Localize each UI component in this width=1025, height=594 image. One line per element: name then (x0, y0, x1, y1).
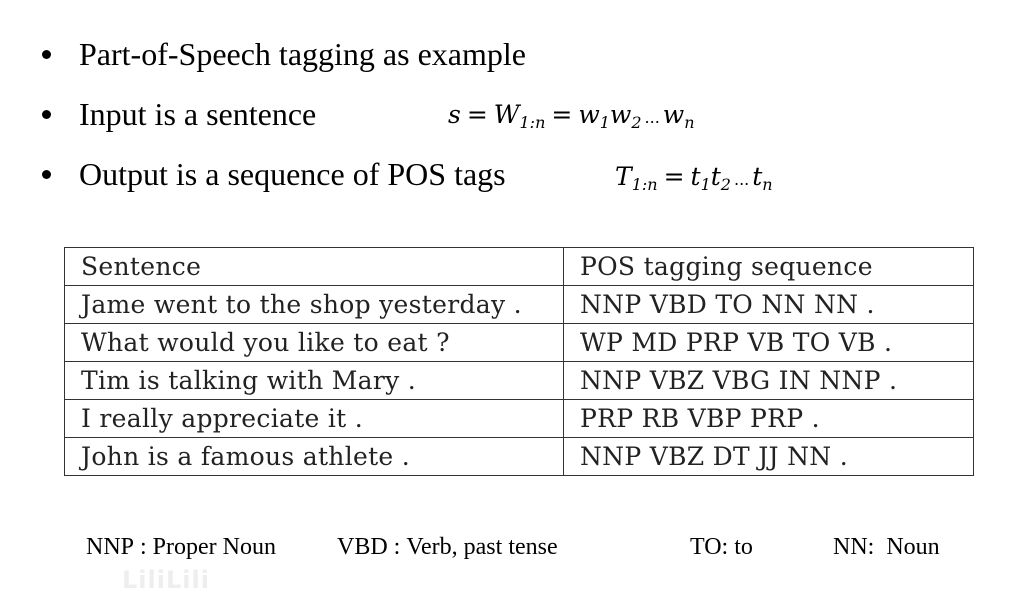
formula-symbol: W (493, 100, 520, 129)
watermark-logo: LiliLili (122, 566, 210, 594)
formula-subscript: 1:n (631, 175, 658, 194)
sentence-cell: Tim is talking with Mary . (64, 361, 564, 400)
tag-sequence-cell: PRP RB VBP PRP . (563, 399, 974, 438)
bullet-item-2: Input is a sentence (42, 92, 316, 136)
legend-nn: NN: Noun (833, 534, 940, 560)
formula-ellipsis: ... (733, 170, 750, 189)
header-pos-sequence: POS tagging sequence (563, 247, 974, 286)
formula-symbol: t (690, 162, 701, 191)
formula-ellipsis: ... (644, 108, 660, 127)
bullet-dot-icon (42, 49, 51, 59)
tag-sequence-cell: WP MD PRP VB TO VB . (563, 323, 974, 362)
sentence-cell: I really appreciate it . (64, 399, 564, 438)
formula-symbol: s (448, 100, 461, 129)
tag-sequence-cell: NNP VBZ DT JJ NN . (563, 437, 974, 476)
legend-to: TO: to (690, 534, 753, 560)
bullet-dot-icon (42, 109, 51, 119)
formula-subscript: 1:n (519, 113, 546, 132)
formula-symbol: t (710, 162, 721, 191)
legend-nnp: NNP : Proper Noun (86, 534, 276, 560)
formula-subscript: n (762, 175, 773, 194)
formula-subscript: 1 (700, 175, 711, 194)
formula-operator: = (551, 100, 573, 129)
sentence-cell: Jame went to the shop yesterday . (64, 285, 564, 324)
bullet-dot-icon (42, 169, 51, 179)
table-row: I really appreciate it . PRP RB VBP PRP … (64, 399, 974, 438)
bullet-text: Input is a sentence (79, 95, 317, 132)
table-row: Tim is talking with Mary . NNP VBZ VBG I… (64, 361, 974, 400)
formula-symbol: T (615, 162, 632, 191)
formula-subscript: 2 (631, 113, 642, 132)
legend-vbd: VBD : Verb, past tense (337, 534, 558, 560)
tag-sequence-cell: NNP VBD TO NN NN . (563, 285, 974, 324)
formula-subscript: n (684, 113, 695, 132)
table-row: Jame went to the shop yesterday . NNP VB… (64, 285, 974, 324)
bullet-item-1: Part-of-Speech tagging as example (42, 32, 526, 76)
table-row: John is a famous athlete . NNP VBZ DT JJ… (64, 437, 974, 476)
formula-symbol: w (578, 100, 600, 129)
formula-operator: = (663, 162, 685, 191)
output-formula: T1:n = t1t2... tn (615, 164, 773, 193)
sentence-cell: What would you like to eat ? (64, 323, 564, 362)
tag-sequence-cell: NNP VBZ VBG IN NNP . (563, 361, 974, 400)
bullet-item-3: Output is a sequence of POS tags (42, 152, 506, 196)
input-formula: s = W1:n = w1w2... wn (448, 102, 695, 131)
formula-symbol: w (662, 100, 685, 129)
formula-subscript: 1 (599, 113, 610, 132)
header-sentence: Sentence (64, 247, 564, 286)
bullet-text: Output is a sequence of POS tags (79, 155, 506, 192)
table-header-row: Sentence POS tagging sequence (64, 247, 974, 286)
formula-symbol: t (752, 162, 763, 191)
table-row: What would you like to eat ? WP MD PRP V… (64, 323, 974, 362)
formula-symbol: w (609, 100, 632, 129)
pos-tagging-table: Sentence POS tagging sequence Jame went … (64, 247, 974, 476)
formula-operator: = (466, 100, 488, 129)
bullet-text: Part-of-Speech tagging as example (79, 35, 526, 72)
sentence-cell: John is a famous athlete . (64, 437, 564, 476)
formula-subscript: 2 (720, 175, 731, 194)
